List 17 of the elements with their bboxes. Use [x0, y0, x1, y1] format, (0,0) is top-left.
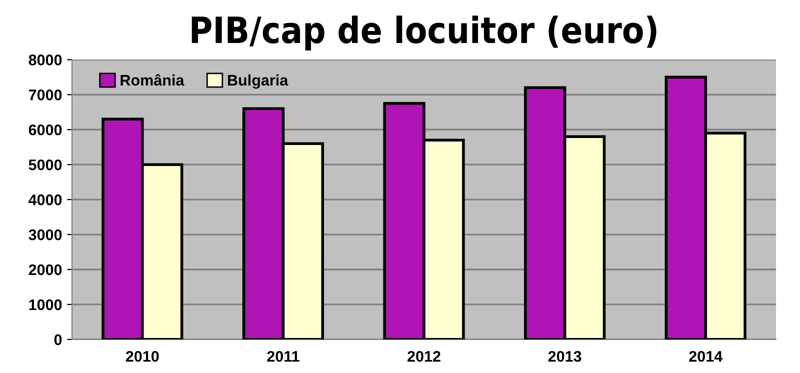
x-tick-label: 2010: [126, 350, 159, 362]
x-tick-label: 2013: [548, 350, 582, 362]
y-tick-label: 6000: [28, 124, 62, 136]
y-tick-label: 4000: [28, 194, 62, 206]
y-tick-label: 5000: [28, 159, 62, 170]
x-tick-label: 2014: [689, 350, 723, 362]
y-tick-label: 2000: [28, 264, 62, 276]
y-tick-label: 1000: [29, 299, 62, 310]
y-tick-label: 3000: [28, 229, 62, 240]
x-tick-label: 2011: [267, 350, 300, 362]
legend-label: România: [120, 74, 184, 86]
y-tick-label: 8000: [28, 54, 62, 66]
x-tick-label: 2012: [408, 350, 440, 362]
y-tick-label: 7000: [28, 90, 62, 100]
y-tick-label: 0: [54, 334, 62, 346]
chart-title: PIB/cap de locuitor (euro): [192, 16, 656, 51]
legend-label: Bulgaria: [228, 74, 288, 89]
